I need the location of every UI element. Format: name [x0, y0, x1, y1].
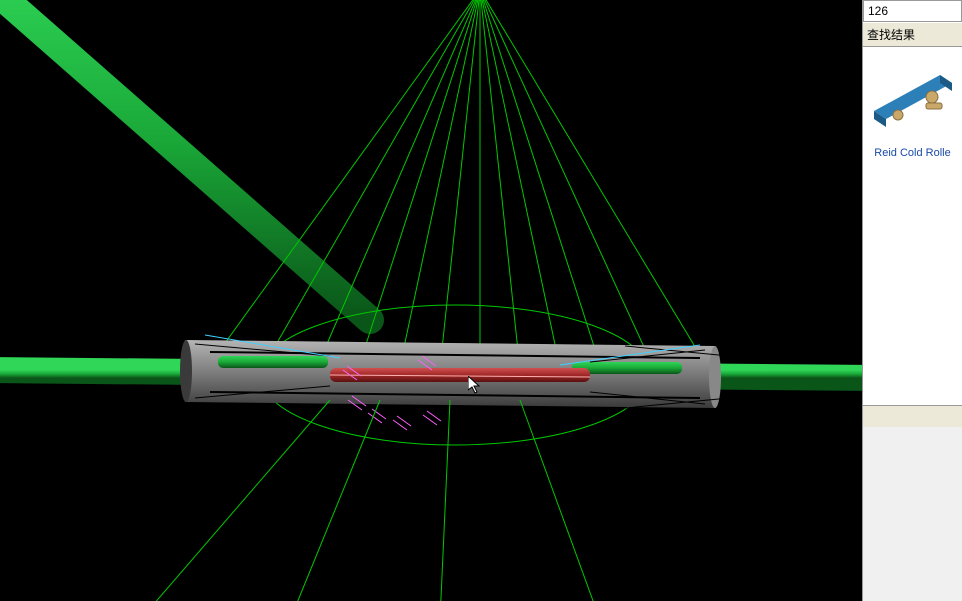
result-thumbnail	[868, 53, 958, 143]
inner-green-left	[218, 356, 328, 368]
cad-scene-svg	[0, 0, 862, 601]
wireframe-rays-top	[220, 0, 700, 370]
diagonal-pipe	[0, 0, 370, 320]
result-item[interactable]: Reid Cold Rolle	[863, 47, 962, 165]
side-panel: 查找结果 Reid Cold Rolle	[862, 0, 962, 601]
panel-bottom-bar	[863, 405, 962, 427]
wireframe-rays-bottom	[140, 400, 600, 601]
result-label: Reid Cold Rolle	[867, 147, 958, 159]
cad-3d-viewport[interactable]	[0, 0, 862, 601]
results-header: 查找结果	[863, 22, 962, 47]
panel-empty-area	[863, 165, 962, 405]
search-input[interactable]	[863, 0, 962, 22]
